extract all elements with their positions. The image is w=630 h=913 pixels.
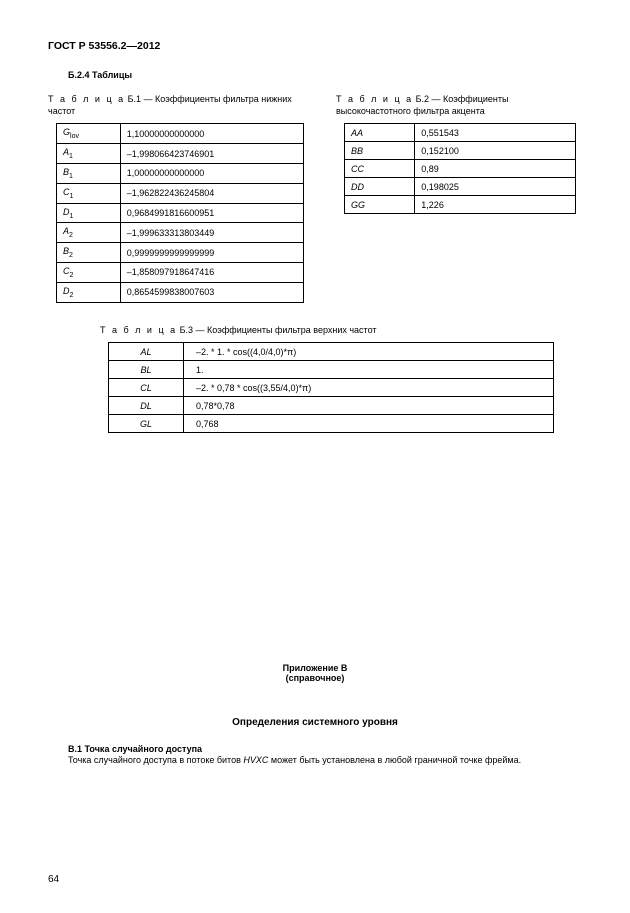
table-row: Glov1,10000000000000	[57, 124, 304, 144]
table1-caption: Т а б л и ц а Б.1 — Коэффициенты фильтра…	[48, 94, 304, 117]
value-cell: 0,152100	[415, 142, 576, 160]
table-row: D20,8654599838007603	[57, 282, 304, 302]
value-cell: –1,962822436245804	[120, 183, 303, 203]
symbol-cell: C2	[57, 262, 121, 282]
appendix-note: (справочное)	[48, 673, 582, 683]
table-row: GL0,768	[109, 415, 554, 433]
symbol-cell: Glov	[57, 124, 121, 144]
symbol-cell: D2	[57, 282, 121, 302]
section-heading: Б.2.4 Таблицы	[68, 70, 582, 80]
table-row: A2–1,999633313803449	[57, 223, 304, 243]
value-cell: 1,226	[415, 196, 576, 214]
value-cell: 0,8654599838007603	[120, 282, 303, 302]
table-row: DD0,198025	[345, 178, 576, 196]
b1-text-italic: HVXC	[243, 755, 268, 765]
value-cell: 1,00000000000000	[120, 163, 303, 183]
value-cell: –1,998066423746901	[120, 144, 303, 164]
value-cell: 0,768	[184, 415, 554, 433]
value-cell: –1,999633313803449	[120, 223, 303, 243]
symbol-cell: CL	[109, 379, 184, 397]
document-header: ГОСТ Р 53556.2—2012	[48, 40, 582, 52]
table-row: CL–2. * 0,78 * cos((3,55/4,0)*π)	[109, 379, 554, 397]
symbol-cell: C1	[57, 183, 121, 203]
table3-caption-prefix: Т а б л и ц а	[100, 325, 177, 335]
value-cell: –2. * 1. * cos((4,0/4,0)*π)	[184, 343, 554, 361]
symbol-cell: GG	[345, 196, 415, 214]
symbol-cell: DL	[109, 397, 184, 415]
symbol-cell: D1	[57, 203, 121, 223]
symbol-cell: BB	[345, 142, 415, 160]
symbol-cell: B1	[57, 163, 121, 183]
table2-caption-prefix: Т а б л и ц а	[336, 94, 413, 104]
value-cell: 0,551543	[415, 124, 576, 142]
table-row: GG1,226	[345, 196, 576, 214]
appendix-block: Приложение В (справочное)	[48, 663, 582, 683]
system-level-heading: Определения системного уровня	[48, 717, 582, 728]
value-cell: 0,9684991816600951	[120, 203, 303, 223]
page-number: 64	[48, 874, 59, 885]
table-row: D10,9684991816600951	[57, 203, 304, 223]
table-row: C1–1,962822436245804	[57, 183, 304, 203]
table-row: BB0,152100	[345, 142, 576, 160]
table1: Glov1,10000000000000A1–1,998066423746901…	[56, 123, 304, 302]
table-row: C2–1,858097918647416	[57, 262, 304, 282]
table3-caption: Т а б л и ц а Б.3 — Коэффициенты фильтра…	[100, 325, 582, 337]
value-cell: 0,198025	[415, 178, 576, 196]
table1-caption-prefix: Т а б л и ц а	[48, 94, 125, 104]
table-row: DL0,78*0,78	[109, 397, 554, 415]
symbol-cell: DD	[345, 178, 415, 196]
b1-text-before: Точка случайного доступа в потоке битов	[68, 755, 243, 765]
table3: AL–2. * 1. * cos((4,0/4,0)*π)BL1.CL–2. *…	[108, 342, 554, 433]
symbol-cell: GL	[109, 415, 184, 433]
b1-text-after: может быть установлена в любой граничной…	[268, 755, 521, 765]
table2: AA0,551543BB0,152100CC0,89DD0,198025GG1,…	[344, 123, 576, 214]
value-cell: –2. * 0,78 * cos((3,55/4,0)*π)	[184, 379, 554, 397]
value-cell: 0,89	[415, 160, 576, 178]
value-cell: 1.	[184, 361, 554, 379]
right-column: Т а б л и ц а Б.2 — Коэффициенты высокоч…	[336, 94, 582, 214]
symbol-cell: AL	[109, 343, 184, 361]
symbol-cell: B2	[57, 243, 121, 263]
b1-heading: В.1 Точка случайного доступа	[68, 744, 582, 754]
value-cell: 1,10000000000000	[120, 124, 303, 144]
symbol-cell: BL	[109, 361, 184, 379]
symbol-cell: CC	[345, 160, 415, 178]
value-cell: 0,9999999999999999	[120, 243, 303, 263]
table3-caption-text: Б.3 — Коэффициенты фильтра верхних часто…	[180, 325, 377, 335]
table2-caption: Т а б л и ц а Б.2 — Коэффициенты высокоч…	[336, 94, 582, 117]
left-column: Т а б л и ц а Б.1 — Коэффициенты фильтра…	[48, 94, 304, 303]
value-cell: 0,78*0,78	[184, 397, 554, 415]
symbol-cell: A2	[57, 223, 121, 243]
symbol-cell: A1	[57, 144, 121, 164]
tables-two-column: Т а б л и ц а Б.1 — Коэффициенты фильтра…	[48, 94, 582, 303]
table-row: AL–2. * 1. * cos((4,0/4,0)*π)	[109, 343, 554, 361]
table-row: CC0,89	[345, 160, 576, 178]
table-row: B11,00000000000000	[57, 163, 304, 183]
value-cell: –1,858097918647416	[120, 262, 303, 282]
table-row: A1–1,998066423746901	[57, 144, 304, 164]
b1-body-text: Точка случайного доступа в потоке битов …	[68, 754, 582, 766]
table-row: B20,9999999999999999	[57, 243, 304, 263]
table-row: BL1.	[109, 361, 554, 379]
appendix-title: Приложение В	[48, 663, 582, 673]
symbol-cell: AA	[345, 124, 415, 142]
table-row: AA0,551543	[345, 124, 576, 142]
